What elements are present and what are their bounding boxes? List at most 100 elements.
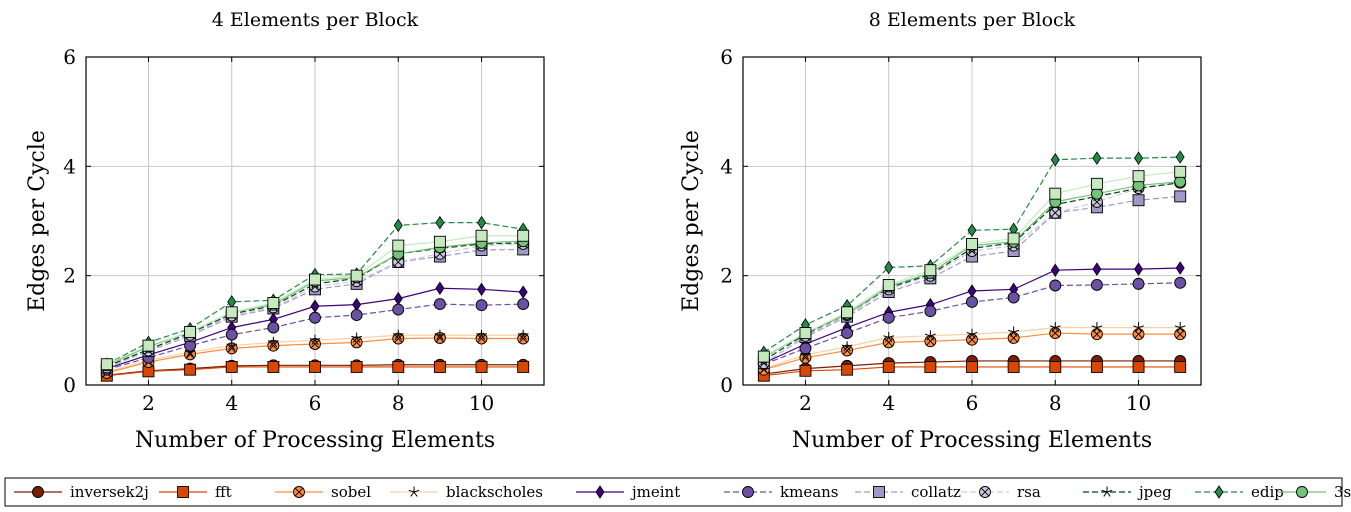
legend-marker [1214, 485, 1224, 499]
data-point-sobel [924, 335, 937, 348]
marker-star-arm [189, 350, 196, 353]
marker-star-arm [1055, 325, 1061, 329]
marker-cross [310, 339, 320, 349]
x-tick-label: 10 [1126, 391, 1151, 415]
marker-star-arm [523, 333, 529, 336]
marker-square [475, 361, 488, 373]
marker-star-arm [356, 335, 363, 339]
marker-star-arm [439, 333, 446, 336]
data-point-kmeans [1090, 279, 1103, 291]
marker-cross [435, 333, 445, 343]
marker-star-arm [1180, 325, 1186, 329]
marker-star-arm [846, 344, 853, 348]
marker-cross [884, 338, 893, 347]
marker-square [841, 363, 854, 376]
data-point-edip [1134, 151, 1144, 165]
data-point-jmeint [435, 281, 445, 295]
data-point-blackscholes [434, 329, 446, 340]
data-point-edip [477, 215, 487, 230]
data-point-blackscholes [1049, 322, 1061, 333]
data-point-kmeans [267, 321, 280, 334]
marker-square [1174, 361, 1187, 373]
marker-diamond [477, 215, 487, 230]
marker-cross [352, 338, 361, 347]
marker-star-arm [971, 333, 976, 339]
marker-square [882, 279, 895, 291]
data-point-kmeans [799, 342, 812, 355]
marker-square [799, 327, 812, 340]
marker-circle [966, 295, 978, 308]
marker-cross [801, 353, 810, 362]
marker-star-arm [843, 346, 848, 352]
legend-item-fft: fft [159, 483, 232, 501]
marker-star-arm [1103, 491, 1108, 497]
legend-label: edip [1251, 483, 1284, 501]
legend-marker [742, 486, 754, 498]
legend-label: jmeint [630, 483, 680, 501]
marker-square [799, 364, 812, 377]
marker-square [225, 361, 238, 373]
marker-star-arm [966, 331, 973, 335]
data-point-ll [267, 297, 280, 309]
marker-star-arm [1051, 327, 1056, 333]
marker-circle [475, 299, 488, 312]
marker-square [475, 229, 488, 242]
data-point-fft [475, 361, 488, 373]
data-point-blackscholes [351, 332, 363, 343]
data-point-edip [1050, 153, 1060, 167]
data-point-edip [884, 260, 894, 275]
data-point-blackscholes [1133, 322, 1144, 333]
marker-square [841, 306, 854, 319]
marker-diamond [393, 218, 403, 233]
marker-star-arm [926, 335, 931, 341]
data-point-fft [882, 361, 895, 373]
marker-cross [227, 344, 236, 353]
y-axis-label: Edges per Cycle [679, 130, 704, 312]
marker-star-arm [434, 333, 441, 336]
marker-star-arm [410, 491, 415, 497]
chart-panel: 4 Elements per Block 2 4 6 8 10 0 2 4 6 Number of … [25, 9, 545, 453]
marker-square [966, 238, 978, 250]
marker-square [433, 361, 446, 373]
marker-circle [799, 342, 812, 355]
marker-diamond [435, 281, 445, 295]
marker-square [184, 326, 197, 338]
marker-diamond [967, 223, 977, 238]
data-point-fft [799, 364, 812, 377]
marker-star-arm [356, 337, 361, 343]
y-tick-label: 4 [63, 154, 76, 178]
y-axis-label: Edges per Cycle [25, 130, 50, 312]
marker-star-arm [805, 354, 810, 360]
data-point-jmeint [477, 282, 487, 297]
data-point-fft [392, 361, 405, 373]
marker-star-arm [186, 351, 191, 357]
data-point-ll [142, 339, 155, 352]
data-point-3sum [1174, 175, 1187, 188]
data-point-kmeans [517, 298, 530, 311]
data-point-blackscholes [966, 328, 978, 339]
marker-diamond [1050, 153, 1060, 167]
legend-item-blackscholes: blackscholes [390, 483, 543, 501]
marker-star-arm [888, 335, 895, 338]
data-point-ll [225, 306, 238, 319]
data-point-fft [267, 361, 280, 373]
data-point-sobel [225, 342, 238, 355]
marker-square [350, 361, 363, 373]
marker-star-arm [924, 333, 931, 337]
marker-star-arm [519, 334, 524, 340]
marker-circle [517, 298, 530, 311]
marker-star-arm [476, 333, 482, 336]
data-point-3sum [1090, 187, 1103, 200]
data-point-jmeint [310, 299, 320, 314]
data-point-ll [350, 269, 363, 282]
marker-star-arm [481, 333, 487, 336]
marker-star-arm [1091, 325, 1098, 329]
data-point-edip [393, 218, 403, 233]
marker-star-arm [1009, 331, 1015, 337]
legend-marker [1296, 486, 1308, 498]
marker-star-arm [846, 346, 851, 352]
marker-diamond [1050, 263, 1060, 277]
legend-label: jpeg [1137, 483, 1172, 501]
data-point-sobel [841, 344, 854, 357]
marker-square [309, 361, 321, 373]
